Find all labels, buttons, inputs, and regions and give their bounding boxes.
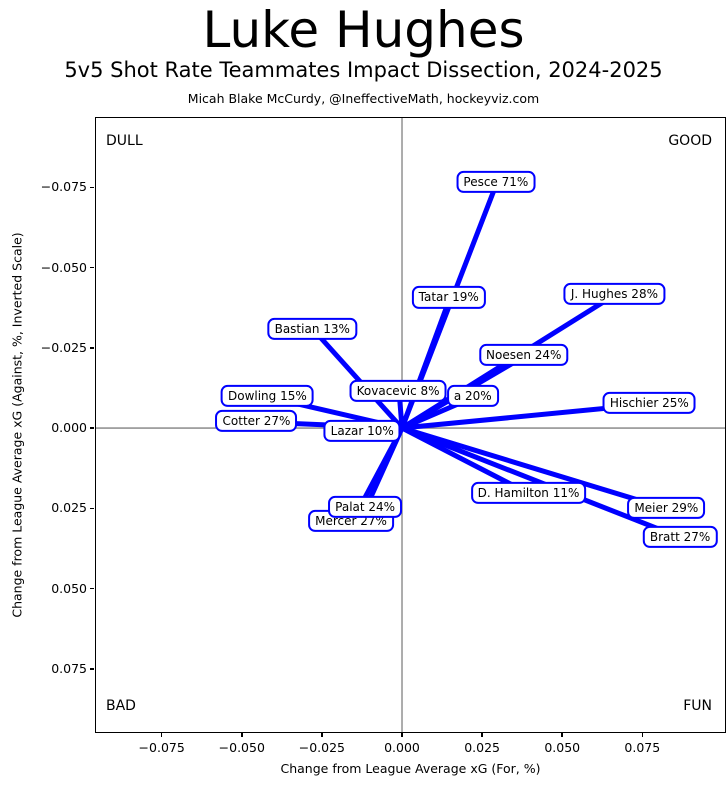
y-tick-mark [90,186,94,189]
point-label-cotter-27: Cotter 27% [215,409,298,433]
y-tick-label: −0.075 [40,179,87,195]
x-tick-mark [481,733,483,737]
x-tick-mark [241,733,243,737]
y-tick-label: 0.025 [51,500,87,516]
credit-line: Micah Blake McCurdy, @IneffectiveMath, h… [187,91,540,106]
corner-label-fun: FUN [683,698,712,714]
y-tick-mark [90,347,94,349]
point-label-d-hamilton-11: D. Hamilton 11% [470,481,587,504]
impact-line-meier-29 [401,425,669,512]
y-tick-mark [90,587,94,590]
y-tick-mark [90,427,94,429]
y-tick-mark [90,266,94,269]
plot-canvas [96,118,725,732]
y-tick-label: −0.050 [40,259,87,275]
chart-subtitle: 5v5 Shot Rate Teammates Impact Dissectio… [64,58,663,82]
y-tick-label: 0.075 [51,660,87,676]
point-label-hischier-25: Hischier 25% [602,391,696,415]
y-tick-mark [90,507,94,510]
impact-line-bastian-13 [311,327,404,430]
x-tick-label: 0.075 [624,740,661,755]
point-label-j-hughes-28: J. Hughes 28% [563,282,665,305]
x-tick-mark [401,733,403,737]
point-label-dowling-15: Dowling 15% [220,385,314,408]
x-tick-mark [321,733,323,737]
impact-line-tatar-19 [399,297,453,429]
x-tick-label: −0.050 [218,740,265,755]
y-tick-mark [90,668,94,670]
x-tick-mark [160,733,163,737]
x-tick-label: 0.000 [384,740,420,755]
point-label-a-20: a 20% [446,385,499,408]
y-tick-label: 0.050 [51,580,87,596]
x-axis-label: Change from League Average xG (For, %) [280,761,541,776]
x-tick-label: −0.075 [138,740,185,755]
point-label-noesen-24: Noesen 24% [479,344,569,367]
x-tick-label: 0.025 [464,740,500,755]
point-label-palat-24: Palat 24% [328,495,403,518]
point-label-bastian-13: Bastian 13% [267,317,357,340]
x-tick-label: 0.050 [544,740,581,755]
corner-label-dull: DULL [106,133,143,149]
y-tick-label: −0.025 [40,339,87,355]
point-label-pesce-71: Pesce 71% [456,170,536,193]
corner-label-good: GOOD [668,133,712,149]
point-label-meier-29: Meier 29% [627,496,706,520]
point-label-tatar-19: Tatar 19% [411,286,486,309]
y-tick-label: 0.000 [51,420,87,436]
point-label-lazar-10: Lazar 10% [323,419,401,442]
x-tick-mark [641,733,644,737]
x-tick-label: −0.025 [298,740,346,755]
page-title: Luke Hughes [202,1,525,59]
plot-area: DULL GOOD BAD FUN Pesce 71% Tatar 19% J. H… [95,117,726,733]
point-label-bratt-27: Bratt 27% [642,525,718,548]
corner-label-bad: BAD [106,698,136,714]
point-label-kovacevic-8: Kovacevic 8% [349,380,447,403]
x-tick-mark [561,733,563,737]
